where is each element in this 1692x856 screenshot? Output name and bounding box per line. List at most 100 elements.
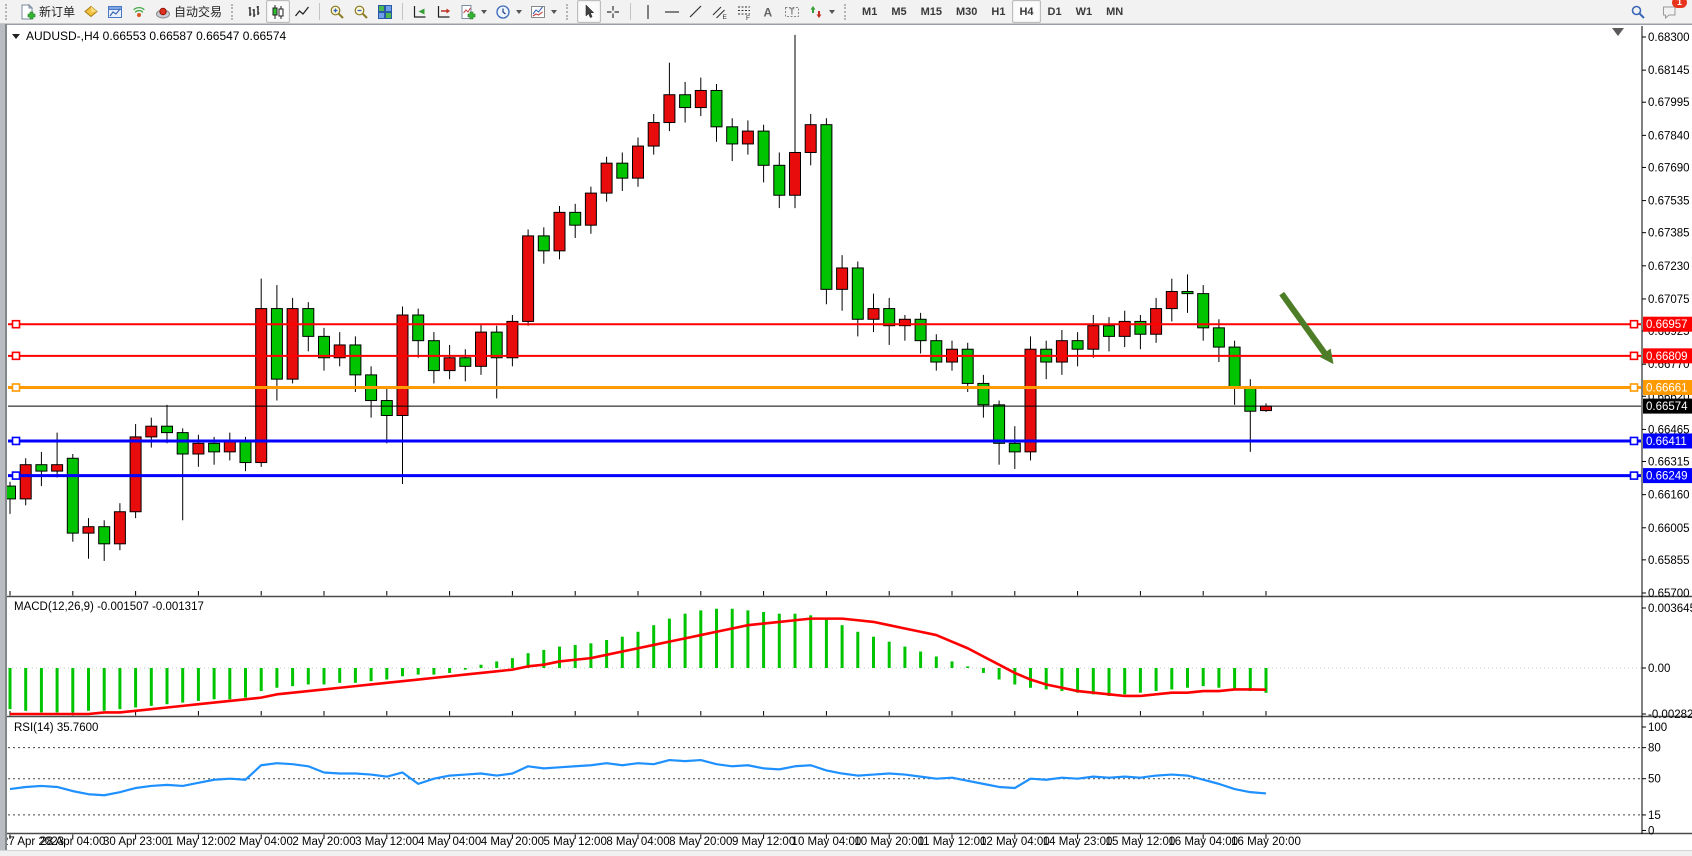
candle-body	[1165, 290, 1178, 310]
market-watch-button[interactable]	[79, 0, 103, 23]
chevron-down-icon[interactable]	[551, 9, 558, 14]
auto-trading-button[interactable]: 自动交易	[151, 0, 226, 23]
svg-text:100: 100	[1648, 722, 1667, 734]
toolbar-grip	[566, 3, 573, 20]
svg-text:E: E	[723, 14, 728, 20]
candle-body	[522, 235, 535, 322]
candle-body	[333, 344, 346, 359]
timeframe-MN-button[interactable]: MN	[1099, 0, 1130, 23]
equidistant-channel-button[interactable]: E	[708, 0, 732, 23]
svg-text:2 May 20:00: 2 May 20:00	[292, 836, 355, 848]
candle-body	[867, 308, 880, 320]
chart-shift-button[interactable]	[432, 0, 456, 23]
rsi-panel[interactable]: 100 80 50 15 0	[8, 722, 1667, 837]
notifications-icon	[1662, 4, 1678, 20]
chart-title: AUDUSD-,H4 0.66553 0.66587 0.66547 0.665…	[12, 29, 286, 43]
timeframe-D1-button[interactable]: D1	[1041, 0, 1069, 23]
text-button[interactable]: A	[756, 0, 780, 23]
svg-text:0.65700: 0.65700	[1648, 588, 1690, 600]
candle-body	[851, 267, 864, 320]
hline-handle[interactable]	[11, 471, 21, 480]
candle-body	[318, 335, 330, 359]
hline-handle[interactable]	[1629, 319, 1639, 329]
timeframe-H4-button[interactable]: H4	[1012, 0, 1041, 23]
timeframe-M5-button[interactable]: M5	[884, 0, 913, 23]
timeframe-H1-button[interactable]: H1	[984, 0, 1012, 23]
new-order-icon	[20, 3, 36, 20]
indicators-button[interactable]	[456, 0, 491, 23]
macd-panel[interactable]: 0.003645 0.00 -0.002824	[8, 603, 1692, 721]
chevron-down-icon[interactable]	[481, 9, 488, 14]
hline-handle[interactable]	[11, 351, 21, 361]
timeframe-M15-button[interactable]: M15	[914, 0, 949, 23]
bar-chart-button[interactable]	[242, 0, 266, 23]
candle-body	[600, 162, 613, 194]
line-chart-button[interactable]	[290, 0, 314, 23]
button-label: M15	[920, 5, 942, 18]
chevron-down-icon[interactable]	[829, 9, 836, 14]
hline-handle[interactable]	[1629, 351, 1639, 361]
trendline-icon	[688, 4, 704, 20]
hline-handle[interactable]	[1629, 471, 1639, 480]
new-order-button[interactable]: 新订单	[16, 0, 79, 23]
cursor-button[interactable]	[577, 0, 602, 23]
timeframe-M30-button[interactable]: M30	[949, 0, 984, 23]
trendline-button[interactable]	[684, 0, 708, 23]
search-button[interactable]	[1626, 0, 1650, 23]
candle-body	[836, 267, 849, 290]
chart-shift-marker[interactable]	[1612, 28, 1624, 36]
vertical-line-button[interactable]	[636, 0, 660, 23]
hline-handle[interactable]	[11, 383, 21, 392]
hline-handle[interactable]	[11, 319, 21, 329]
horizontal-level-lines[interactable]	[8, 319, 1641, 480]
candle-body	[51, 464, 64, 472]
chevron-down-icon[interactable]	[516, 9, 523, 14]
templates-button[interactable]	[526, 0, 561, 23]
svg-text:0.67840: 0.67840	[1648, 130, 1690, 142]
toolbar-grip	[5, 3, 12, 20]
candle-body	[1244, 387, 1257, 412]
svg-text:80: 80	[1648, 743, 1661, 755]
hline-handle[interactable]	[11, 436, 21, 446]
candle-body	[804, 124, 817, 153]
hline-handle[interactable]	[1629, 383, 1639, 392]
auto-scroll-icon	[412, 4, 428, 20]
zoom-out-button[interactable]	[349, 0, 373, 23]
candle-body	[1181, 290, 1194, 295]
svg-text:28 Apr 04:00: 28 Apr 04:00	[40, 836, 105, 848]
arrows-button[interactable]	[804, 0, 839, 23]
signals-button[interactable]	[127, 0, 151, 23]
candle-body	[741, 130, 754, 145]
svg-text:0.00: 0.00	[1648, 663, 1670, 675]
chart-window-button[interactable]	[103, 0, 127, 23]
candle-body	[1260, 405, 1272, 412]
panel-separators[interactable]	[0, 595, 1692, 835]
text-icon: A	[760, 4, 776, 20]
text-label-button[interactable]: T	[780, 0, 804, 23]
crosshair-button[interactable]	[601, 0, 625, 23]
svg-text:16 May 20:00: 16 May 20:00	[1231, 836, 1301, 848]
toolbar-group-insert	[456, 0, 561, 23]
button-label: 自动交易	[174, 5, 223, 19]
candlestick-button[interactable]	[266, 0, 291, 23]
timeframe-W1-button[interactable]: W1	[1069, 0, 1100, 23]
timeframe-M1-button[interactable]: M1	[855, 0, 884, 23]
zoom-in-button[interactable]	[325, 0, 349, 23]
trend-arrow-annotation[interactable]	[1279, 291, 1334, 365]
auto-scroll-button[interactable]	[408, 0, 432, 23]
periods-button[interactable]	[491, 0, 526, 23]
candle-body	[898, 318, 911, 327]
svg-text:0.66411: 0.66411	[1646, 436, 1687, 448]
horizontal-line-button[interactable]	[660, 0, 684, 23]
svg-text:0.66809: 0.66809	[1646, 351, 1688, 363]
fibonacci-button[interactable]: F	[732, 0, 756, 23]
price-axis[interactable]: 0.68300 0.68145 0.67995 0.67840 0.67690 0.675…	[1641, 26, 1692, 834]
chart-dropdown-icon[interactable]	[12, 33, 20, 39]
hline-handle[interactable]	[1629, 436, 1639, 446]
notifications-button[interactable]: 1	[1658, 0, 1687, 23]
svg-text:9 May 12:00: 9 May 12:00	[732, 836, 795, 848]
candle-body	[726, 126, 739, 145]
tile-windows-button[interactable]	[373, 0, 397, 23]
